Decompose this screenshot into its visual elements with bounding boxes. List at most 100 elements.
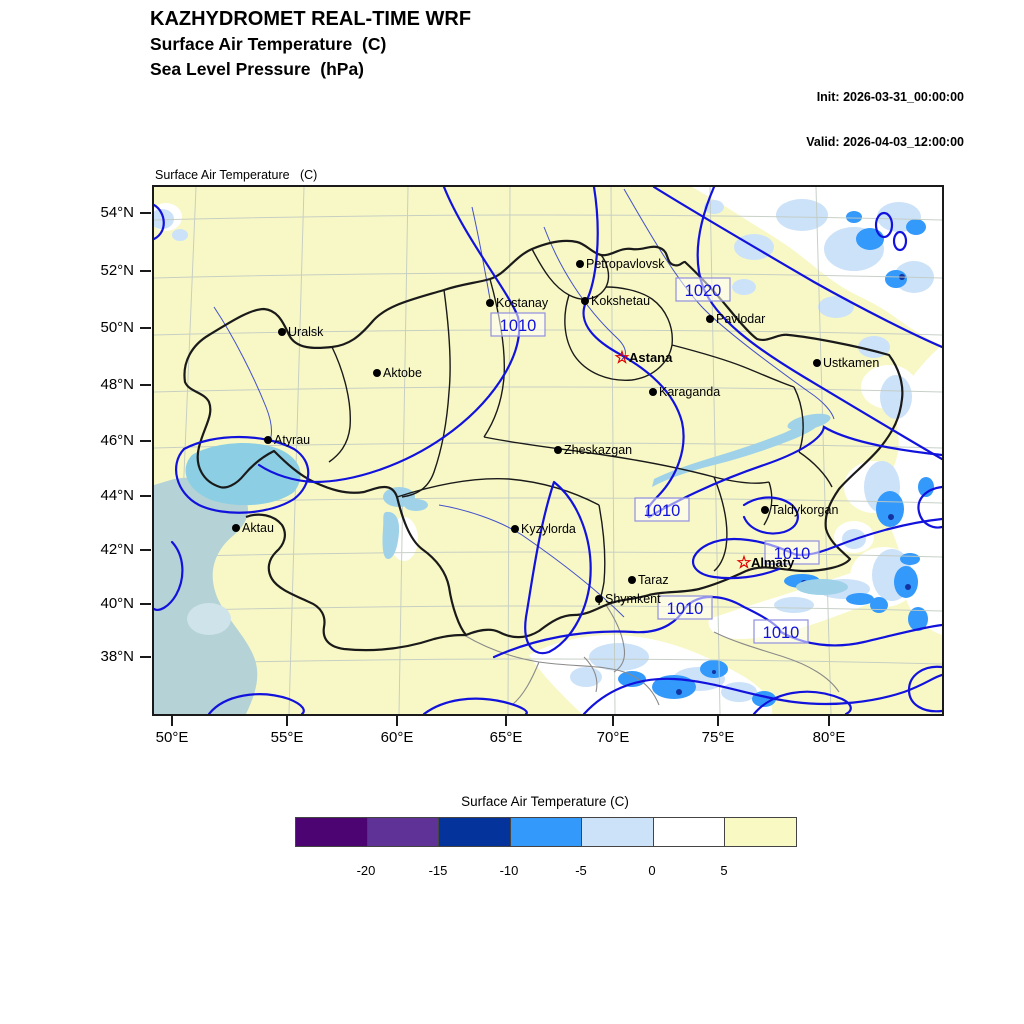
lon-tick-label: 70°E [596,729,630,746]
pressure-labels: 1010 1020 1010 1010 1010 1010 [490,277,820,644]
caption-temperature: Surface Air Temperature (C) [155,168,318,182]
city-pavlodar: Pavlodar [706,312,765,326]
lon-tick-mark [612,715,614,726]
svg-text:Shymkent: Shymkent [605,592,661,606]
lat-tick-mark [140,384,151,386]
city-shymkent: Shymkent [595,592,661,606]
lon-tick-mark [828,715,830,726]
lat-tick-label: 48°N [100,376,134,393]
pressure-label: 1010 [667,600,704,618]
lat-tick-label: 52°N [100,262,134,279]
lon-tick-mark [286,715,288,726]
foreign-borders [463,604,840,706]
lat-tick-mark [140,656,151,658]
lon-tick-label: 50°E [155,729,189,746]
run-times: Init: 2026-03-31_00:00:00 Valid: 2026-04… [806,60,964,180]
city-aktobe: Aktobe [373,366,422,380]
lat-tick-mark [140,495,151,497]
city-dot-icon [232,524,240,532]
city-taraz: Taraz [628,573,669,587]
capital-star-icon: ☆ [614,348,630,367]
city-kokshetau: Kokshetau [581,294,650,308]
svg-text:Kostanay: Kostanay [496,296,549,310]
lon-tick-label: 75°E [701,729,735,746]
svg-text:Karaganda: Karaganda [659,385,720,399]
subtitle-temperature: Surface Air Temperature (C) [150,34,387,54]
svg-text:Zheskazgan: Zheskazgan [564,443,632,457]
svg-text:Taraz: Taraz [638,573,669,587]
colorbar-tick-label: -20 [356,863,376,878]
city-kostanay: Kostanay [486,296,549,310]
svg-text:Taldykorgan: Taldykorgan [771,503,838,517]
city-aktau: Aktau [232,521,274,535]
svg-text:Astana: Astana [629,350,673,365]
pressure-label: 1010 [644,502,681,520]
colorbar-cell [439,818,511,846]
header-titles: KAZHYDROMET REAL-TIME WRF Surface Air Te… [150,6,471,82]
lat-tick-mark [140,603,151,605]
city-dot-icon [278,328,286,336]
lat-tick-label: 40°N [100,595,134,612]
city-petropavlovsk: Petropavlovsk [576,257,665,271]
pressure-contours [152,185,944,716]
lon-tick-mark [505,715,507,726]
lat-tick-label: 54°N [100,204,134,221]
pressure-label: 1020 [685,282,722,300]
cities: Petropavlovsk Kostanay Kokshetau Pavloda… [232,257,879,606]
city-dot-icon [706,315,714,323]
city-dot-icon [373,369,381,377]
city-dot-icon [576,260,584,268]
svg-text:Uralsk: Uralsk [288,325,324,339]
city-zheskazgan: Zheskazgan [554,443,632,457]
region-borders [328,248,833,606]
city-kyzylorda: Kyzylorda [511,522,576,536]
lat-tick-mark [140,270,151,272]
lon-tick-label: 65°E [489,729,523,746]
colorbar-tick-label: -15 [428,863,448,878]
colorbar-cell [582,818,654,846]
colorbar-cell [367,818,440,846]
colorbar-cell [296,818,368,846]
city-dot-icon [595,595,603,603]
svg-text:Aktobe: Aktobe [383,366,422,380]
lat-tick-label: 42°N [100,541,134,558]
init-time: Init: 2026-03-31_00:00:00 [816,90,964,104]
lat-tick-mark [140,549,151,551]
city-dot-icon [581,297,589,305]
city-almaty: ☆ Almaty [736,553,795,572]
svg-text:Kyzylorda: Kyzylorda [521,522,576,536]
svg-text:Petropavlovsk: Petropavlovsk [586,257,665,271]
caspian-sea [154,443,301,714]
lon-tick-label: 60°E [380,729,414,746]
city-astana: ☆ Astana [614,348,673,367]
page-title: KAZHYDROMET REAL-TIME WRF [150,8,472,30]
lon-tick-mark [717,715,719,726]
lon-tick-mark [396,715,398,726]
city-dot-icon [628,576,636,584]
colorbar-tick-label: -10 [499,863,519,878]
svg-text:Atyrau: Atyrau [274,433,310,447]
colorbar-cell [725,818,797,846]
colorbar-cell [653,818,726,846]
lat-tick-mark [140,212,151,214]
colorbar-tick-label: -5 [575,863,587,878]
svg-text:Aktau: Aktau [242,521,274,535]
lakes [382,413,848,595]
colorbar-cell [510,818,583,846]
lat-tick-label: 38°N [100,648,134,665]
svg-text:Kokshetau: Kokshetau [591,294,650,308]
lat-tick-label: 44°N [100,487,134,504]
city-dot-icon [813,359,821,367]
temperature-shading-blue [618,211,934,707]
city-dot-icon [486,299,494,307]
graticule [153,186,943,715]
pressure-label: 1010 [500,317,537,335]
city-dot-icon [554,446,562,454]
pressure-label: 1010 [774,545,811,563]
city-karaganda: Karaganda [649,385,720,399]
subtitle-pressure: Sea Level Pressure (hPa) [150,59,364,79]
city-dot-icon [761,506,769,514]
colorbar [295,817,797,847]
city-uralsk: Uralsk [278,325,324,339]
